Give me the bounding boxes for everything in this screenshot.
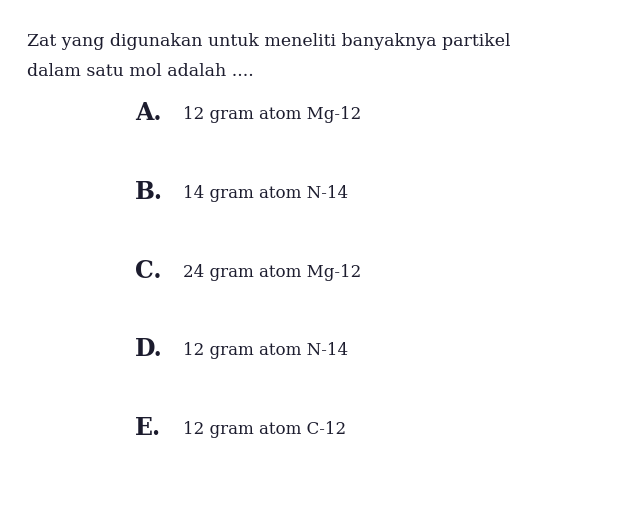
Text: D.: D.	[135, 337, 162, 361]
Text: 12 gram atom N-14: 12 gram atom N-14	[183, 342, 348, 359]
Text: B.: B.	[135, 180, 163, 204]
Text: 12 gram atom Mg-12: 12 gram atom Mg-12	[183, 106, 361, 124]
Text: A.: A.	[135, 101, 161, 125]
Text: dalam satu mol adalah ....: dalam satu mol adalah ....	[27, 63, 254, 81]
Text: C.: C.	[135, 259, 161, 282]
Text: 14 gram atom N-14: 14 gram atom N-14	[183, 185, 348, 202]
Text: E.: E.	[135, 416, 161, 440]
Text: Zat yang digunakan untuk meneliti banyaknya partikel: Zat yang digunakan untuk meneliti banyak…	[27, 33, 510, 50]
Text: 12 gram atom C-12: 12 gram atom C-12	[183, 421, 346, 438]
Text: 24 gram atom Mg-12: 24 gram atom Mg-12	[183, 264, 361, 281]
